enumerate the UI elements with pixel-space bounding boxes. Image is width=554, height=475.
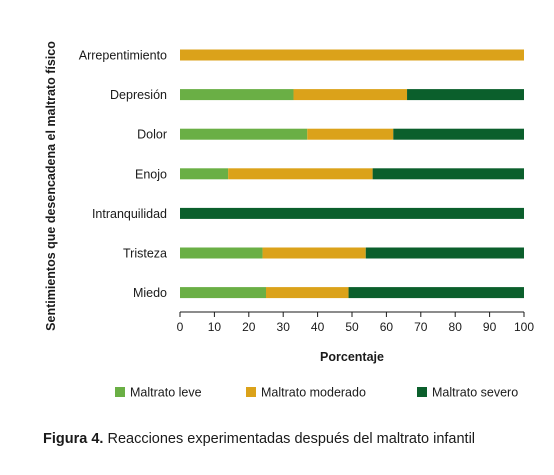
bar-segment [393, 128, 524, 140]
bar-segment [180, 128, 308, 140]
x-tick-label: 60 [380, 320, 394, 334]
category-label: Arrepentimiento [79, 49, 167, 63]
legend-label: Maltrato severo [432, 386, 518, 400]
bar-segment [262, 247, 366, 259]
legend-label: Maltrato moderado [261, 386, 366, 400]
bar-segment [180, 247, 263, 259]
bar-segment [180, 168, 229, 180]
legend-swatch [417, 387, 427, 397]
legend-swatch [246, 387, 256, 397]
legend: Maltrato leve Maltrato moderado Maltrato s… [115, 386, 518, 400]
bar-segment [180, 287, 266, 299]
figure-caption: Figura 4. Reacciones experimentadas desp… [43, 431, 475, 447]
x-tick-label: 80 [449, 320, 463, 334]
caption-text: Reacciones experimentadas después del ma… [103, 431, 476, 447]
category-labels: Arrepentimiento Depresión Dolor Enojo Intran… [79, 49, 167, 301]
bar-segment [180, 49, 524, 61]
x-tick-label: 70 [414, 320, 428, 334]
x-tick-label: 100 [514, 320, 534, 334]
bar-segment [372, 168, 524, 180]
legend-swatch [115, 387, 125, 397]
bar-segment [180, 89, 294, 101]
x-axis: 0 10 20 30 40 50 60 70 80 90 100 [177, 311, 534, 334]
bar-segment [180, 207, 524, 219]
bar-segment [407, 89, 524, 101]
category-label: Dolor [137, 128, 167, 142]
category-label: Tristeza [123, 247, 167, 261]
bar-segment [365, 247, 524, 259]
x-tick-label: 50 [345, 320, 359, 334]
bar-segment [228, 168, 373, 180]
bar-segment [348, 287, 524, 299]
caption-label: Figura 4. [43, 431, 104, 447]
legend-label: Maltrato leve [130, 386, 202, 400]
bar-segment [266, 287, 349, 299]
y-axis-title: Sentimientos que desencadena el maltrato… [44, 41, 58, 331]
x-tick-label: 10 [208, 320, 222, 334]
x-tick-label: 0 [177, 320, 184, 334]
x-tick-label: 30 [277, 320, 291, 334]
bars-layer [180, 49, 524, 299]
x-tick-label: 90 [483, 320, 497, 334]
category-label: Enojo [135, 167, 167, 181]
bar-segment [307, 128, 394, 140]
x-tick-label: 20 [242, 320, 256, 334]
x-tick-label: 40 [311, 320, 325, 334]
category-label: Miedo [133, 286, 167, 300]
x-axis-title: Porcentaje [320, 350, 384, 364]
category-label: Depresión [110, 88, 167, 102]
category-label: Intranquilidad [92, 207, 167, 221]
bar-segment [293, 89, 408, 101]
